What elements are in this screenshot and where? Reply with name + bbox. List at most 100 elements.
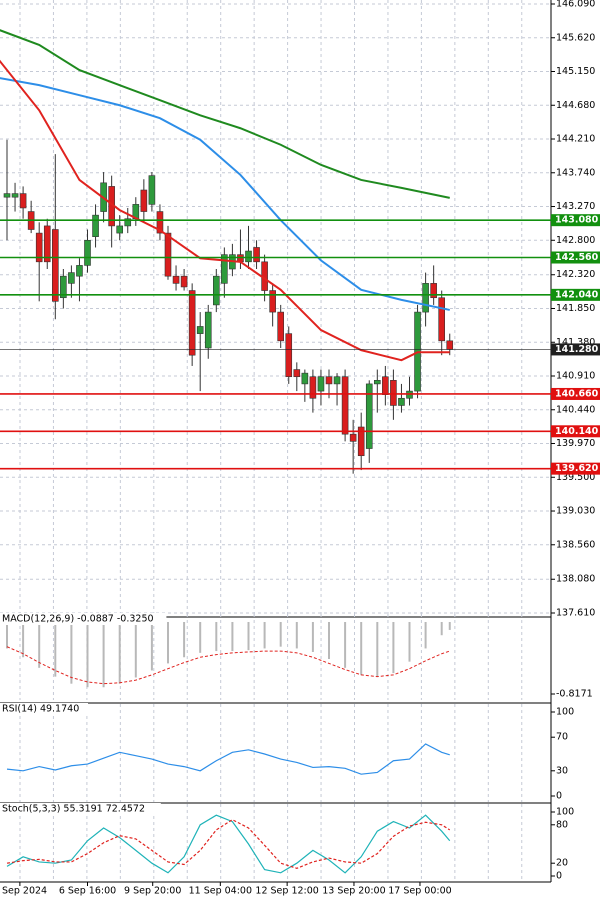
- candle-body: [398, 397, 405, 406]
- candle-body: [221, 254, 228, 284]
- y-tick-label: 143.740: [556, 167, 595, 178]
- oscillator-line: [6, 743, 450, 775]
- oscillator-line: [6, 818, 451, 869]
- y-tick-label: 146.090: [556, 0, 595, 10]
- x-tick-label: 12 Sep 12:00: [255, 886, 318, 897]
- candle-body: [213, 275, 220, 306]
- y-tick-label: 70: [556, 732, 568, 743]
- indicator-title: MACD(12,26,9) -0.0887 -0.3250: [2, 614, 154, 625]
- x-tick-label: 9 Sep 20:00: [124, 886, 181, 897]
- candle-body: [253, 247, 260, 263]
- y-tick-label: 100: [556, 707, 574, 718]
- price-level-label: 140.660: [555, 388, 599, 399]
- y-tick-label: 145.620: [556, 32, 595, 43]
- candle-body: [19, 193, 27, 209]
- y-tick-label: 141.380: [556, 337, 595, 348]
- y-tick-label: 144.210: [556, 134, 595, 145]
- candle-body: [51, 229, 59, 302]
- candle-body: [156, 211, 164, 234]
- moving-average: [0, 29, 450, 199]
- indicator-title-bg: [0, 613, 167, 625]
- y-tick-label: 139.970: [556, 438, 595, 449]
- candle-body: [438, 297, 446, 342]
- x-tick-label: 17 Sep 00:00: [388, 886, 451, 897]
- candle-body: [333, 376, 341, 385]
- y-tick-label: 20: [556, 858, 568, 869]
- candle-body: [76, 265, 83, 277]
- price-level-box: [551, 343, 600, 356]
- y-tick-label: 142.800: [556, 235, 595, 246]
- moving-average: [0, 59, 450, 362]
- candle-body: [116, 225, 123, 234]
- candle-body: [84, 239, 91, 266]
- oscillator-line: [6, 814, 451, 874]
- y-tick-label: 145.150: [556, 66, 595, 77]
- y-tick-label: 138.080: [556, 574, 595, 585]
- candle-body: [341, 376, 349, 435]
- price-level-box: [551, 251, 600, 264]
- candle-body: [124, 218, 132, 227]
- price-level-label: 142.560: [555, 252, 599, 263]
- y-tick-label: 141.850: [556, 303, 595, 314]
- price-level-box: [551, 462, 600, 475]
- x-tick-label: 11 Sep 04:00: [189, 886, 252, 897]
- y-tick-label: 138.560: [556, 539, 595, 550]
- price-level-box: [551, 425, 600, 438]
- candle-body: [317, 376, 325, 392]
- y-tick-label: 139.500: [556, 472, 595, 483]
- y-tick-label: 140.910: [556, 371, 595, 382]
- y-tick-label: 0: [556, 791, 562, 802]
- y-tick-label: 144.680: [556, 100, 595, 111]
- candle-body: [92, 214, 99, 237]
- indicator-title-bg: [0, 703, 88, 715]
- indicator-title-bg: [0, 803, 161, 815]
- y-tick-label: 80: [556, 819, 568, 830]
- candle-body: [373, 380, 381, 385]
- candle-body: [285, 333, 293, 378]
- y-tick-label: 140.440: [556, 404, 595, 415]
- candle-body: [349, 433, 357, 442]
- candle-body: [301, 372, 309, 385]
- candle-body: [35, 232, 43, 263]
- candle-body: [164, 232, 172, 277]
- candle-body: [390, 380, 397, 406]
- y-tick-label: -0.8171: [556, 689, 593, 700]
- x-tick-label: Sep 2024: [2, 886, 47, 897]
- price-level-label: 141.280: [555, 344, 599, 355]
- candle-body: [293, 369, 301, 378]
- y-tick-label: 139.030: [556, 506, 595, 517]
- x-tick-label: 13 Sep 20:00: [322, 886, 385, 897]
- x-tick-label: 6 Sep 16:00: [59, 886, 116, 897]
- candle-body: [365, 383, 373, 449]
- candle-body: [430, 283, 437, 299]
- candle-body: [3, 193, 11, 198]
- candle-body: [148, 175, 156, 205]
- price-level-box: [551, 214, 600, 227]
- candle-body: [269, 290, 276, 313]
- candle-body: [140, 189, 148, 212]
- y-tick-label: 137.610: [556, 608, 595, 619]
- candle-body: [382, 376, 389, 395]
- y-tick-label: 143.270: [556, 201, 595, 212]
- y-tick-label: 0: [556, 871, 562, 882]
- indicator-title: RSI(14) 49.1740: [2, 704, 79, 715]
- candle-body: [43, 225, 51, 263]
- candle-body: [204, 311, 212, 349]
- candle-body: [277, 311, 285, 342]
- price-level-box: [551, 288, 600, 301]
- candle-body: [422, 283, 429, 313]
- candle-body: [180, 275, 188, 288]
- candle-body: [188, 290, 196, 356]
- candle-body: [357, 426, 365, 457]
- y-tick-label: 100: [556, 807, 574, 818]
- candle-body: [68, 272, 75, 284]
- macd-signal: [6, 646, 450, 685]
- candle-body: [245, 250, 252, 263]
- candle-body: [60, 275, 67, 299]
- indicator-title: Stoch(5,3,3) 55.3191 72.4572: [2, 804, 145, 815]
- candle-body: [11, 193, 19, 198]
- price-level-label: 142.040: [555, 289, 599, 300]
- candle-body: [309, 376, 317, 399]
